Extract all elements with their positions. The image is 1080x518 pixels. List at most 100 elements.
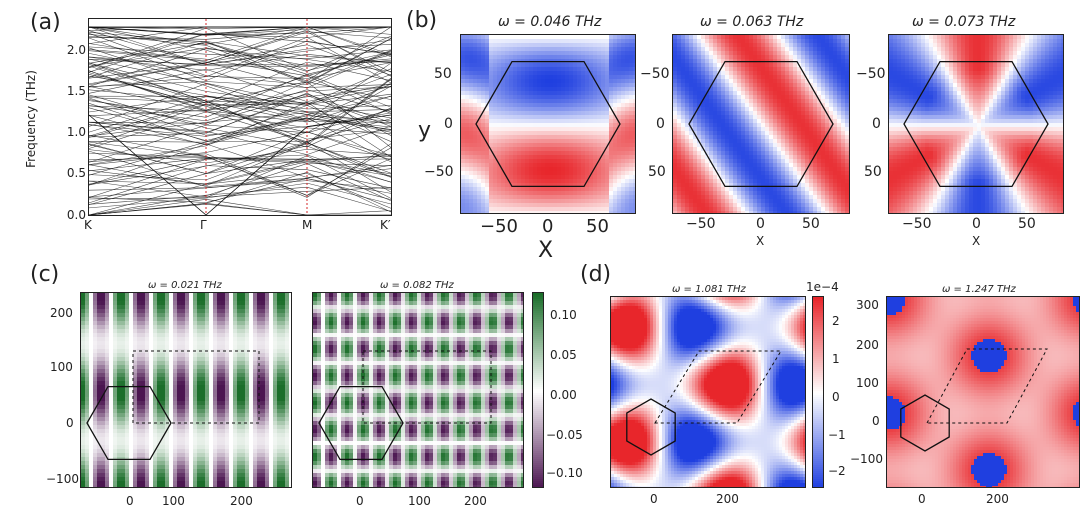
- heat-cell: [701, 155, 706, 160]
- heat-cell: [721, 195, 726, 200]
- heat-cell: [1029, 51, 1034, 56]
- heat-cell: [473, 79, 478, 84]
- heat-cell: [737, 115, 742, 120]
- heat-cell: [569, 43, 574, 48]
- heat-cell: [1057, 91, 1062, 96]
- heat-cell: [549, 39, 554, 44]
- heat-cell: [997, 47, 1002, 52]
- heat-cell: [781, 207, 786, 212]
- heat-cell: [613, 195, 618, 200]
- heat-cell: [557, 95, 562, 100]
- heat-cell: [1013, 39, 1018, 44]
- heat-cell: [629, 191, 634, 196]
- heat-cell: [493, 203, 498, 208]
- heat-cell: [485, 207, 490, 212]
- heat-cell: [581, 47, 586, 52]
- heat-cell: [805, 131, 810, 136]
- heat-cell: [901, 35, 906, 40]
- heat-cell: [601, 91, 606, 96]
- heat-cell: [685, 71, 690, 76]
- heat-cell: [737, 63, 742, 68]
- heat-cell: [501, 35, 506, 40]
- heat-cell: [837, 75, 842, 80]
- heat-cell: [789, 43, 794, 48]
- heat-cell: [785, 75, 790, 80]
- heat-cell: [813, 123, 818, 128]
- heat-cell: [485, 199, 490, 204]
- heat-cell: [837, 47, 842, 52]
- heat-cell: [925, 111, 930, 116]
- heat-cell: [749, 83, 754, 88]
- heat-cell: [621, 99, 626, 104]
- heat-cell: [617, 75, 622, 80]
- heat-cell: [977, 79, 982, 84]
- heat-cell: [845, 135, 849, 140]
- heat-cell: [785, 99, 790, 104]
- heat-cell: [829, 175, 834, 180]
- heat-cell: [633, 135, 635, 140]
- heat-cell: [737, 75, 742, 80]
- heat-cell: [789, 71, 794, 76]
- heat-cell: [953, 103, 958, 108]
- heat-cell: [613, 59, 618, 64]
- heat-cell: [609, 71, 614, 76]
- heat-cell: [749, 211, 754, 213]
- heat-cell: [1041, 43, 1046, 48]
- heat-cell: [941, 71, 946, 76]
- heat-cell: [785, 119, 790, 124]
- heat-cell: [729, 119, 734, 124]
- heat-cell: [681, 55, 686, 60]
- heat-cell: [533, 51, 538, 56]
- heat-cell: [521, 183, 526, 188]
- heat-cell: [893, 103, 898, 108]
- heat-cell: [789, 203, 794, 208]
- heat-cell: [729, 207, 734, 212]
- heat-cell: [1049, 91, 1054, 96]
- heat-cell: [721, 175, 726, 180]
- heat-cell: [777, 91, 782, 96]
- heat-cell: [489, 119, 494, 124]
- heat-cell: [489, 203, 494, 208]
- heat-cell: [481, 187, 486, 192]
- heat-cell: [685, 155, 690, 160]
- heat-cell: [745, 175, 750, 180]
- heat-cell: [553, 175, 558, 180]
- heat-cell: [569, 35, 574, 40]
- heat-cell: [773, 139, 778, 144]
- heat-cell: [725, 163, 730, 168]
- heat-cell: [517, 179, 522, 184]
- heat-cell: [889, 79, 894, 84]
- heat-cell: [617, 155, 622, 160]
- heat-cell: [473, 127, 478, 132]
- heat-cell: [745, 111, 750, 116]
- heat-cell: [897, 115, 902, 120]
- heat-cell: [681, 99, 686, 104]
- heat-cell: [465, 71, 470, 76]
- heat-cell: [1005, 107, 1010, 112]
- heat-cell: [469, 175, 474, 180]
- heat-cell: [677, 143, 682, 148]
- heat-cell: [825, 207, 830, 212]
- heat-cell: [1053, 75, 1058, 80]
- heat-cell: [565, 55, 570, 60]
- heat-cell: [465, 95, 470, 100]
- heat-cell: [497, 87, 502, 92]
- heat-cell: [513, 147, 518, 152]
- heat-cell: [557, 127, 562, 132]
- heat-cell: [901, 111, 906, 116]
- heat-cell: [745, 39, 750, 44]
- heat-cell: [593, 99, 598, 104]
- heat-cell: [469, 207, 474, 212]
- heat-cell: [609, 135, 614, 140]
- heat-cell: [609, 147, 614, 152]
- heat-cell: [701, 211, 706, 213]
- heat-cell: [477, 191, 482, 196]
- heat-cell: [753, 211, 758, 213]
- heat-cell: [537, 143, 542, 148]
- heat-cell: [897, 63, 902, 68]
- heat-cell: [673, 159, 678, 164]
- heat-cell: [545, 151, 550, 156]
- heat-cell: [461, 203, 466, 208]
- heat-cell: [513, 67, 518, 72]
- heat-cell: [561, 107, 566, 112]
